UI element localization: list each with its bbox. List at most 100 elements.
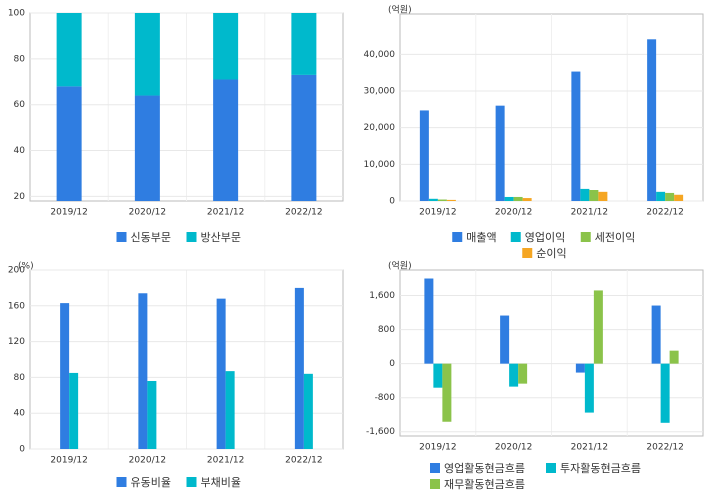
x-tick-label: 2021/12 <box>207 208 244 218</box>
x-tick-label: 2020/12 <box>495 208 532 218</box>
bar <box>509 363 519 387</box>
legend-label: 유동비율 <box>131 476 171 489</box>
legend-swatch <box>186 232 197 242</box>
legend-swatch <box>522 248 533 258</box>
bar <box>593 290 603 364</box>
legend-label: 세전이익 <box>595 231 635 244</box>
x-tick-label: 2019/12 <box>50 456 87 466</box>
x-tick-label: 2019/12 <box>50 208 87 218</box>
legend-label: 부채비율 <box>201 476 241 489</box>
x-tick-label: 2022/12 <box>646 443 683 453</box>
bar <box>518 363 528 384</box>
y-tick-label: 800 <box>378 325 395 335</box>
bar <box>651 305 661 364</box>
y-tick-label: 0 <box>389 359 395 369</box>
x-tick-label: 2022/12 <box>285 208 322 218</box>
bar <box>138 293 148 449</box>
bar <box>134 13 160 96</box>
x-tick-label: 2019/12 <box>419 208 456 218</box>
bar <box>500 315 510 364</box>
bar <box>504 196 514 201</box>
bar <box>575 363 585 373</box>
legend-swatch <box>430 463 440 473</box>
y-tick-label: 0 <box>19 445 25 455</box>
bar <box>428 198 438 201</box>
x-tick-label: 2020/12 <box>129 456 166 466</box>
y-tick-label: 40 <box>14 146 26 156</box>
bar <box>571 71 581 201</box>
legend-swatch <box>580 232 591 242</box>
legend-swatch <box>186 477 197 487</box>
y-tick-label: -1,600 <box>366 427 395 437</box>
bar <box>442 363 452 422</box>
bar <box>213 79 239 201</box>
y-tick-label: 80 <box>14 373 26 383</box>
y-tick-label: 20 <box>14 192 26 202</box>
bar <box>147 380 157 449</box>
legend-swatch <box>452 232 463 242</box>
bar <box>513 196 523 201</box>
unit-label: (억원) <box>388 4 412 16</box>
bar <box>665 192 675 201</box>
bar <box>225 371 235 449</box>
x-tick-label: 2020/12 <box>495 443 532 453</box>
bar <box>589 190 599 201</box>
legend-label: 신동부문 <box>131 231 171 244</box>
bar <box>60 303 70 449</box>
bar <box>598 191 608 201</box>
y-tick-label: 40 <box>14 409 26 419</box>
x-tick-label: 2022/12 <box>646 208 683 218</box>
legend-swatch <box>510 232 521 242</box>
legend-label: 영업활동현금흐름 <box>444 461 525 475</box>
bar <box>56 86 82 201</box>
bar <box>446 199 456 201</box>
bar <box>419 110 429 201</box>
legend-swatch <box>116 477 127 487</box>
y-tick-label: 10,000 <box>364 160 396 170</box>
bar <box>134 95 160 201</box>
bar <box>294 287 304 449</box>
bar <box>69 372 79 449</box>
y-tick-label: 160 <box>8 301 25 311</box>
legend-label: 매출액 <box>466 231 496 244</box>
legend-swatch <box>546 463 556 473</box>
bar <box>303 373 313 449</box>
bar <box>584 363 594 413</box>
legend-label: 영업이익 <box>525 231 565 244</box>
bar <box>213 13 239 80</box>
y-tick-label: -800 <box>375 393 396 403</box>
legend-label: 방산부문 <box>201 231 241 244</box>
legend-label: 순이익 <box>536 247 566 260</box>
legend-label: 투자활동현금흐름 <box>560 461 641 475</box>
y-tick-label: 60 <box>14 100 26 110</box>
y-tick-label: 40,000 <box>364 50 396 60</box>
bar <box>674 194 684 201</box>
bar <box>291 13 317 75</box>
legend-swatch <box>430 479 440 489</box>
y-tick-label: 20,000 <box>364 123 396 133</box>
x-tick-label: 2021/12 <box>571 443 608 453</box>
y-tick-label: 200 <box>8 266 25 276</box>
y-tick-label: 100 <box>8 9 25 19</box>
y-tick-label: 80 <box>14 54 26 64</box>
bar <box>495 105 505 201</box>
x-tick-label: 2021/12 <box>207 456 244 466</box>
y-tick-label: 30,000 <box>364 87 396 97</box>
bar <box>437 199 447 201</box>
bar <box>424 278 434 364</box>
unit-label: (%) <box>18 262 34 272</box>
bar <box>216 298 226 449</box>
y-tick-label: 0 <box>389 197 395 207</box>
unit-label: (억원) <box>388 260 412 272</box>
bar <box>580 188 590 201</box>
bar <box>291 74 317 201</box>
y-tick-label: 120 <box>8 337 25 347</box>
bar <box>56 13 82 87</box>
x-tick-label: 2020/12 <box>129 208 166 218</box>
bar <box>669 350 679 364</box>
x-tick-label: 2022/12 <box>285 456 322 466</box>
bar <box>647 39 657 201</box>
bar <box>660 363 670 423</box>
bar <box>656 191 666 201</box>
